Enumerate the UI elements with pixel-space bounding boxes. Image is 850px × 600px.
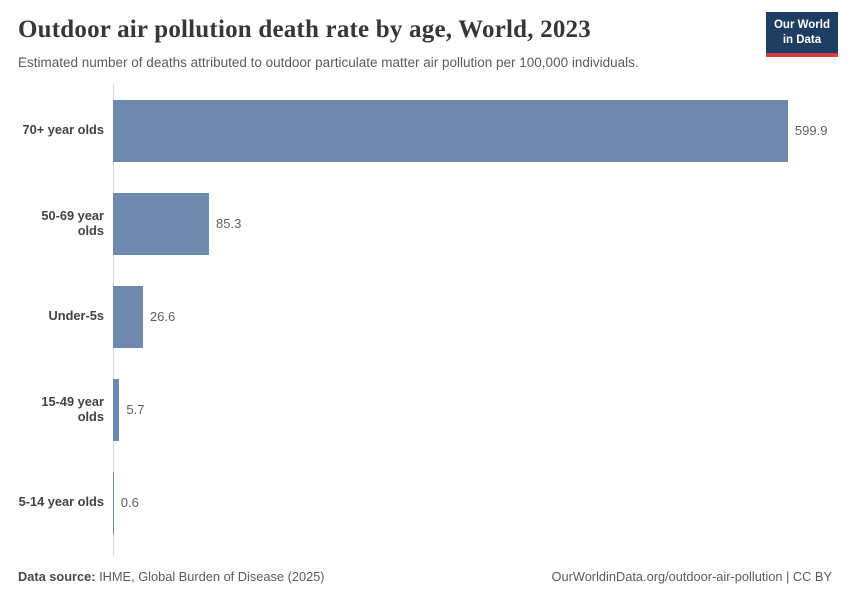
- bar-chart: 70+ year olds 599.9 50-69 year olds 85.3 Und…: [0, 84, 850, 557]
- footer: Data source: IHME, Global Burden of Dise…: [0, 569, 850, 600]
- bar[interactable]: [113, 285, 143, 348]
- bar-track: 26.6: [113, 285, 850, 348]
- value-label: 85.3: [216, 216, 242, 232]
- bar-row: 15-49 year olds 5.7: [0, 363, 850, 456]
- owid-logo-line2: in Data: [782, 33, 822, 46]
- chart-subtitle: Estimated number of deaths attributed to…: [18, 54, 639, 70]
- footer-link[interactable]: OurWorldinData.org/outdoor-air-pollution…: [551, 569, 832, 584]
- bar-track: 0.6: [113, 471, 850, 534]
- category-label: 15-49 year olds: [41, 394, 104, 424]
- owid-logo-line1: Our World: [773, 19, 830, 31]
- bar-track: 599.9: [113, 99, 850, 162]
- bar[interactable]: [113, 471, 114, 534]
- bar[interactable]: [113, 378, 120, 441]
- value-label: 26.6: [149, 309, 176, 325]
- category-label: 5-14 year olds: [18, 494, 104, 510]
- value-label: 5.7: [126, 402, 145, 418]
- source-label: Data source:: [18, 569, 96, 584]
- bar[interactable]: [113, 192, 209, 255]
- bar-row: 50-69 year olds 85.3: [0, 177, 850, 270]
- bar-row: 70+ year olds 599.9: [0, 84, 850, 177]
- source-text: IHME, Global Burden of Disease (2025): [99, 569, 325, 584]
- bar-track: 5.7: [113, 378, 850, 441]
- bar-rows: 70+ year olds 599.9 50-69 year olds 85.3 Und…: [0, 84, 850, 549]
- category-label: Under-5s: [48, 308, 104, 324]
- value-label: 599.9: [794, 123, 828, 139]
- chart-title: Outdoor air pollution death rate by age,…: [18, 16, 591, 43]
- value-label: 0.6: [120, 495, 139, 511]
- category-label: 70+ year olds: [22, 122, 104, 138]
- owid-logo[interactable]: Our World in Data: [765, 12, 838, 57]
- bar-row: 5-14 year olds 0.6: [0, 456, 850, 549]
- header: Outdoor air pollution death rate by age,…: [0, 0, 850, 71]
- bar-row: Under-5s 26.6: [0, 270, 850, 363]
- bar-track: 85.3: [113, 192, 850, 255]
- source-note: Data source: IHME, Global Burden of Dise…: [18, 569, 325, 584]
- category-label: 50-69 year olds: [41, 208, 104, 238]
- bar[interactable]: [113, 99, 788, 162]
